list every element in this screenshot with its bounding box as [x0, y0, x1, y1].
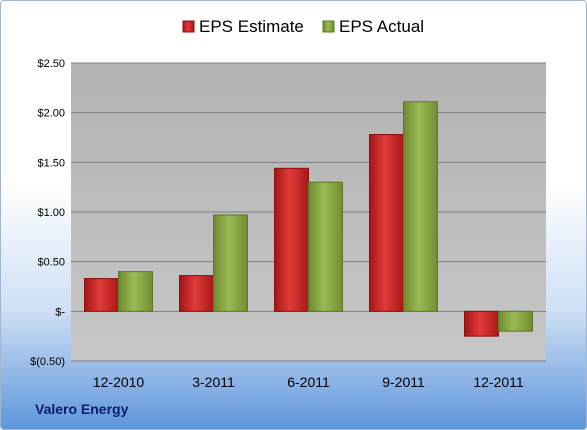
bar-eps-actual-3-2011 — [213, 214, 248, 312]
legend-label-eps-actual: EPS Actual — [339, 17, 424, 36]
y-tick-label: $2.50 — [37, 58, 65, 70]
y-tick-label: $- — [55, 306, 65, 318]
x-tick-label: 3-2011 — [192, 374, 235, 390]
bar-eps-estimate-12-2011 — [464, 310, 499, 337]
y-tick-label: $2.00 — [37, 108, 65, 120]
y-tick-label: $1.00 — [37, 207, 65, 219]
bar-eps-estimate-12-2010 — [84, 278, 119, 312]
bar-eps-actual-6-2011 — [308, 181, 343, 312]
x-tick-label: 6-2011 — [287, 374, 330, 390]
y-tick-label: $(0.50) — [30, 356, 65, 368]
legend-swatch-eps-estimate — [182, 20, 195, 33]
bar-eps-estimate-3-2011 — [179, 275, 214, 312]
legend-swatch-eps-actual — [322, 20, 335, 33]
bar-eps-estimate-9-2011 — [369, 134, 404, 312]
legend-label-eps-estimate: EPS Estimate — [199, 17, 304, 36]
bar-eps-actual-12-2010 — [118, 271, 153, 312]
bar-eps-estimate-6-2011 — [274, 167, 309, 312]
company-name: Valero Energy — [35, 401, 129, 417]
x-tick-label: 9-2011 — [382, 374, 425, 390]
y-tick-label: $1.50 — [37, 157, 65, 169]
bar-eps-actual-9-2011 — [403, 101, 438, 312]
x-tick-label: 12-2010 — [93, 374, 145, 390]
bar-eps-actual-12-2011 — [498, 310, 533, 332]
y-tick-label: $0.50 — [37, 257, 65, 269]
x-tick-label: 12-2011 — [473, 374, 524, 390]
